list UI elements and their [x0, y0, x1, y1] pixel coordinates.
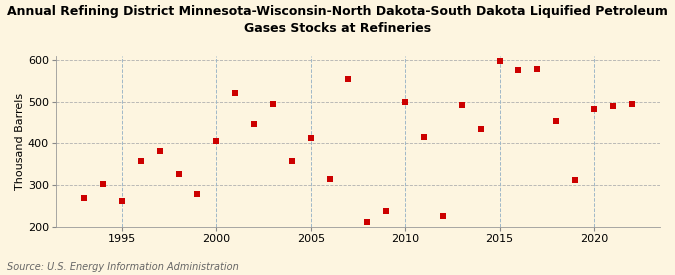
- Point: [230, 90, 240, 95]
- Point: [494, 59, 505, 63]
- Point: [626, 102, 637, 106]
- Point: [79, 196, 90, 200]
- Point: [608, 104, 618, 108]
- Point: [248, 122, 259, 126]
- Point: [589, 107, 599, 111]
- Point: [155, 149, 165, 153]
- Point: [305, 136, 316, 140]
- Y-axis label: Thousand Barrels: Thousand Barrels: [15, 93, 25, 190]
- Point: [456, 103, 467, 108]
- Point: [475, 126, 486, 131]
- Point: [286, 159, 297, 163]
- Point: [117, 199, 128, 203]
- Point: [211, 139, 221, 143]
- Point: [267, 102, 278, 106]
- Point: [570, 177, 580, 182]
- Point: [173, 172, 184, 177]
- Point: [343, 76, 354, 81]
- Point: [324, 177, 335, 181]
- Point: [400, 100, 410, 104]
- Point: [551, 119, 562, 123]
- Point: [192, 192, 203, 196]
- Point: [362, 220, 373, 225]
- Point: [513, 67, 524, 72]
- Point: [136, 159, 146, 163]
- Point: [532, 67, 543, 71]
- Point: [381, 208, 392, 213]
- Text: Annual Refining District Minnesota-Wisconsin-North Dakota-South Dakota Liquified: Annual Refining District Minnesota-Wisco…: [7, 6, 668, 35]
- Text: Source: U.S. Energy Information Administration: Source: U.S. Energy Information Administ…: [7, 262, 238, 272]
- Point: [418, 135, 429, 139]
- Point: [437, 214, 448, 218]
- Point: [98, 182, 109, 186]
